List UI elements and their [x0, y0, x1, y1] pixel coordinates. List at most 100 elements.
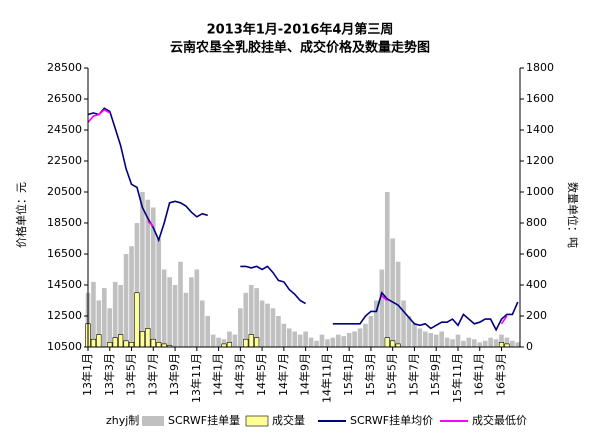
- bar: [227, 331, 232, 347]
- bar: [118, 285, 123, 347]
- legend-swatch: [142, 416, 164, 426]
- y2-tick-label: 0: [526, 340, 533, 353]
- bar: [368, 316, 374, 347]
- bar: [330, 337, 336, 347]
- y-tick-label: 14500: [47, 278, 82, 291]
- x-tick-label: 15年7月: [406, 353, 420, 396]
- x-tick-label: 13年9月: [167, 353, 181, 396]
- bar: [265, 303, 270, 347]
- bar: [259, 300, 265, 347]
- x-tick-label: 13年7月: [145, 353, 159, 396]
- bar: [319, 334, 325, 347]
- bar: [189, 277, 194, 347]
- bar: [91, 281, 96, 347]
- y-tick-label: 26500: [47, 92, 82, 105]
- y2-tick-label: 400: [526, 278, 547, 291]
- source-note: zhyj制: [106, 414, 139, 427]
- x-tick-label: 14年7月: [276, 353, 290, 396]
- bar: [450, 339, 455, 347]
- x-tick-label: 16年1月: [472, 353, 486, 396]
- y2-tick-label: 1200: [526, 154, 554, 167]
- bar: [216, 337, 221, 347]
- bar: [221, 339, 227, 347]
- bar: [488, 337, 493, 347]
- bar: [183, 292, 189, 347]
- bar: [357, 328, 363, 347]
- y2-tick-label: 1600: [526, 92, 554, 105]
- bar: [384, 337, 390, 348]
- bar: [276, 316, 281, 347]
- bar: [346, 333, 352, 347]
- bar: [226, 342, 233, 348]
- bar: [471, 339, 477, 347]
- bar: [172, 285, 178, 347]
- y2-tick-label: 1400: [526, 123, 554, 136]
- bar: [325, 339, 330, 347]
- x-tick-label: 13年11月: [189, 353, 203, 403]
- bar: [286, 328, 292, 347]
- bar: [444, 337, 450, 347]
- x-tick-label: 15年3月: [363, 353, 377, 396]
- x-tick-label: 15年1月: [341, 353, 355, 396]
- line: [87, 107, 519, 332]
- x-tick-label: 15年11月: [450, 353, 464, 403]
- bar: [406, 316, 412, 347]
- bar: [433, 334, 439, 347]
- bar: [297, 334, 303, 347]
- bar: [128, 342, 135, 348]
- y-tick-label: 16500: [47, 247, 82, 260]
- x-tick-label: 13年3月: [102, 353, 116, 396]
- bar: [150, 338, 156, 348]
- legend-label: 成交最低价: [472, 413, 527, 427]
- bar: [232, 334, 238, 347]
- bar: [363, 323, 368, 347]
- y2-tick-label: 200: [526, 309, 547, 322]
- bar: [210, 334, 216, 347]
- bar: [112, 281, 118, 347]
- bar: [248, 285, 254, 347]
- x-tick-label: 14年1月: [211, 353, 225, 396]
- bar: [499, 334, 504, 347]
- bar: [139, 331, 146, 348]
- bar: [145, 199, 151, 347]
- bar: [118, 334, 124, 348]
- legend-label: SCRWF挂单均价: [350, 413, 433, 427]
- y2-tick-label: 1000: [526, 185, 554, 198]
- y-tick-label: 22500: [47, 154, 82, 167]
- bar: [107, 342, 113, 348]
- y2-tick-label: 600: [526, 247, 547, 260]
- y-tick-label: 24500: [47, 123, 82, 136]
- bar: [243, 338, 249, 348]
- bar: [401, 300, 406, 347]
- bar: [379, 269, 385, 347]
- y2-tick-label: 1800: [526, 61, 554, 74]
- bar: [134, 223, 140, 347]
- y-tick-label: 12500: [47, 309, 82, 322]
- bar: [102, 288, 107, 347]
- bar: [161, 269, 167, 347]
- bar: [199, 300, 205, 347]
- x-tick-label: 13年5月: [124, 353, 138, 396]
- y-tick-label: 10500: [47, 340, 82, 353]
- bar: [238, 308, 243, 347]
- line: [87, 108, 508, 325]
- bar: [112, 337, 118, 348]
- y2-axis-label: 数量单位：吨: [566, 182, 580, 248]
- bar: [123, 254, 129, 347]
- bar: [150, 207, 156, 347]
- x-tick-label: 14年11月: [319, 353, 333, 403]
- y-tick-label: 20500: [47, 185, 82, 198]
- bar: [145, 328, 151, 348]
- x-tick-label: 13年1月: [80, 353, 94, 396]
- bar: [254, 288, 259, 347]
- bar: [515, 342, 521, 347]
- x-tick-label: 16年3月: [494, 353, 508, 396]
- bar: [314, 340, 319, 347]
- bar: [335, 334, 341, 347]
- bar: [341, 336, 347, 347]
- bar: [466, 337, 472, 347]
- x-tick-label: 15年9月: [428, 353, 442, 396]
- bar: [455, 334, 461, 347]
- bar: [129, 246, 134, 347]
- bar: [156, 238, 162, 347]
